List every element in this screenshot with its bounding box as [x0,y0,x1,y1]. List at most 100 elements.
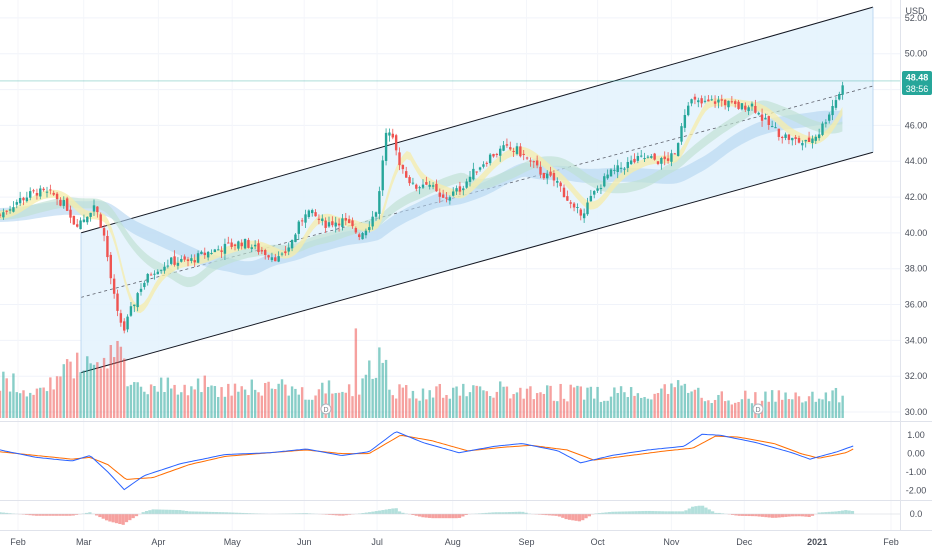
volume-bars [0,328,844,418]
volume-bar [371,378,374,418]
time-tick-label: Sep [518,537,534,547]
volume-bar [139,386,143,418]
candle-body [374,212,378,217]
histogram-bar [644,510,648,514]
histogram-bar [524,512,528,514]
histogram-bar [697,505,701,514]
histogram-bar [774,514,778,518]
histogram-bar [604,512,608,514]
histogram-bar [794,514,798,517]
volume-bar [814,401,817,418]
histogram-bar [194,511,199,514]
volume-bar [233,383,237,418]
histogram-bar [98,514,102,518]
histogram-bar [784,514,788,517]
volume-bar [764,391,767,418]
candle-body [572,203,576,208]
candle-body [170,257,173,264]
histogram-bar [148,510,152,514]
candle-body [126,316,129,330]
candle-body [680,126,683,142]
macd-axis: 1.00 0.00 -1.00 -2.00 [906,430,927,495]
histogram-bar [221,512,225,514]
candle-body [163,266,166,271]
candle-body [663,156,666,160]
volume-bar [264,382,267,418]
volume-bar [408,398,411,418]
histogram-bar [31,514,35,516]
volume-bar [149,384,153,418]
volume-bar [831,390,834,418]
histogram-bar [301,513,305,514]
volume-bar [666,393,670,418]
histogram-bar [248,513,252,514]
volume-bar [29,392,32,418]
volume-bar [478,386,482,418]
histogram-bar [711,511,715,514]
histogram-bar [134,514,139,517]
candle-body [643,158,646,160]
volume-bar [361,378,364,418]
histogram-bar [687,508,691,514]
histogram-bar [414,514,418,516]
candle-body [143,282,146,288]
volume-bar [593,398,596,418]
candle-body [525,157,529,159]
event-markers: D D [320,403,764,415]
volume-bar [720,391,723,418]
candle-body [599,188,603,190]
histogram-bar [747,514,751,517]
time-tick-label: Mar [76,537,92,547]
candle-body [391,133,394,138]
volume-bar [770,390,774,418]
histogram-bar [308,513,312,514]
price-tick-label: 30.00 [905,407,928,417]
volume-bar [562,398,566,418]
volume-bar [418,400,421,418]
histogram-bar [45,514,49,516]
candle-body [737,101,740,109]
histogram-bar [171,509,175,514]
volume-bar [126,386,129,418]
histogram-bar [1,512,5,514]
candle-body [12,207,15,212]
volume-bar [267,381,270,418]
volume-bar [710,403,713,418]
candle-body [713,101,717,104]
candle-body [321,218,324,222]
candle-body [368,227,371,231]
candle-body [797,137,801,143]
volume-bar [441,397,445,418]
histogram-bar [597,513,601,514]
volume-bar [176,394,180,418]
histogram-bar [764,514,768,518]
volume-bar [586,387,589,418]
volume-bar [636,393,640,418]
candle-body [811,138,814,143]
histogram-bar [627,511,631,514]
histogram-bar [457,514,462,518]
dividend-marker-1[interactable] [320,403,332,415]
candle-body [478,167,482,170]
candle-body [264,249,267,255]
volume-bar [455,386,458,418]
volume-bar [183,384,186,418]
volume-bar [744,390,747,418]
candle-body [750,103,754,107]
histogram-bar [567,514,572,520]
histogram-bar [734,514,738,516]
volume-bar [391,395,394,418]
histogram-bar [637,511,641,514]
volume-bar [311,399,314,418]
volume-bar [700,397,703,418]
volume-bar [603,400,606,418]
histogram-bar [581,514,585,521]
dividend-marker-2[interactable] [752,403,764,415]
histogram-bar [101,514,105,519]
candle-body [331,221,334,226]
histogram-bar [511,511,515,514]
histogram-bar [244,513,249,514]
volume-bar [750,403,754,418]
histogram-bar [151,509,155,514]
candle-body [304,214,307,223]
